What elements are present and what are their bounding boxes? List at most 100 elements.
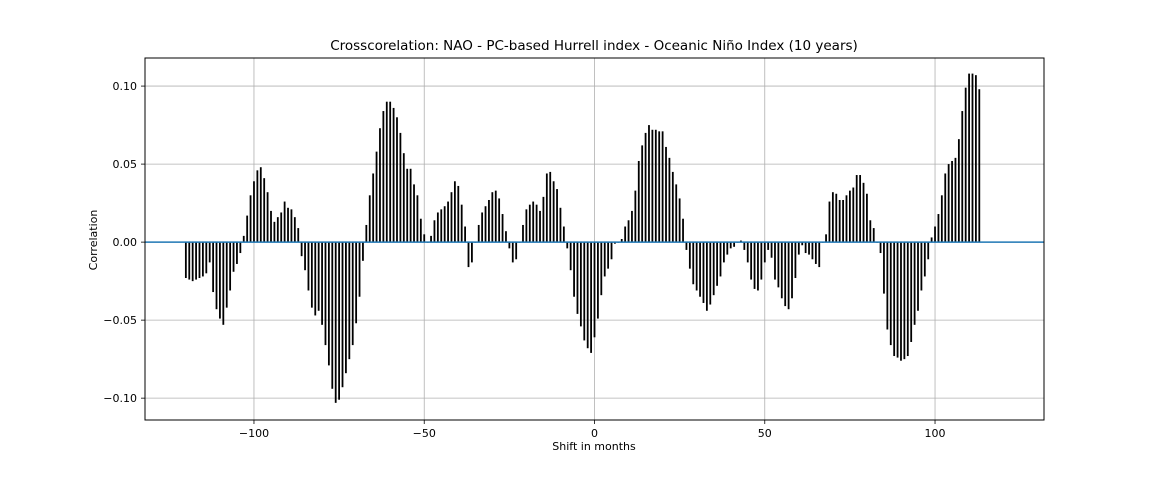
- axis-ticks: −100 −50 0 50 100 −0.10 −0.05 0.00 0.05 0.10: [103, 80, 945, 440]
- correlation-bar: [743, 242, 746, 250]
- correlation-bar: [283, 201, 286, 243]
- correlation-bar: [222, 242, 225, 325]
- correlation-bar: [242, 235, 245, 243]
- correlation-bar: [889, 242, 892, 346]
- x-axis-label: Shift in months: [552, 440, 636, 453]
- correlation-bar: [525, 209, 528, 243]
- x-tick-label: 50: [758, 427, 772, 440]
- correlation-bar: [464, 226, 466, 243]
- correlation-bar: [430, 235, 432, 243]
- correlation-bar: [229, 242, 232, 291]
- correlation-bar: [866, 193, 868, 243]
- correlation-bar: [631, 210, 633, 243]
- correlation-bar: [259, 167, 262, 243]
- correlation-bar: [685, 242, 688, 250]
- correlation-bar: [256, 170, 259, 243]
- correlation-bar: [804, 242, 807, 254]
- correlation-bar: [760, 242, 763, 280]
- correlation-bar: [903, 242, 906, 360]
- correlation-bar: [471, 242, 473, 263]
- correlation-bar: [358, 242, 361, 297]
- correlation-bar: [423, 234, 426, 243]
- correlation-bar: [886, 242, 889, 330]
- correlation-bar: [964, 87, 967, 243]
- correlation-bar: [859, 175, 862, 243]
- correlation-bar: [188, 242, 191, 280]
- x-tick-label: 100: [925, 427, 946, 440]
- correlation-bar: [774, 242, 776, 280]
- correlation-bar: [215, 242, 218, 310]
- correlation-bar: [341, 242, 344, 388]
- correlation-bar: [297, 228, 300, 243]
- correlation-bar: [481, 212, 484, 243]
- correlation-bar: [392, 107, 395, 243]
- correlation-bar: [671, 171, 674, 243]
- correlation-bar: [389, 101, 392, 243]
- correlation-bar: [862, 182, 865, 243]
- correlation-bar: [314, 242, 317, 316]
- correlation-bar: [191, 242, 194, 282]
- correlation-bar: [532, 201, 535, 243]
- correlation-bar: [883, 242, 885, 294]
- correlation-bar: [705, 242, 708, 311]
- correlation-bar: [198, 242, 201, 279]
- correlation-bar: [695, 242, 698, 291]
- correlation-bar: [365, 224, 368, 243]
- correlation-bar: [232, 242, 235, 272]
- correlation-bar: [542, 196, 545, 243]
- correlation-bar: [355, 242, 358, 324]
- correlation-bar: [436, 212, 439, 243]
- correlation-bar: [978, 89, 981, 243]
- correlation-bar: [488, 199, 490, 243]
- correlation-bar: [910, 242, 913, 342]
- correlation-bar: [665, 146, 667, 243]
- x-tick-label: −50: [413, 427, 436, 440]
- correlation-bar: [579, 242, 582, 327]
- correlation-bar: [719, 242, 722, 277]
- correlation-bar: [440, 209, 443, 243]
- correlation-bar: [716, 242, 718, 286]
- correlation-bar: [515, 242, 518, 260]
- correlation-bar: [501, 214, 504, 243]
- correlation-bar: [362, 242, 364, 261]
- correlation-bar: [406, 168, 409, 243]
- y-axis-label: Correlation: [87, 210, 100, 271]
- correlation-bar: [879, 242, 882, 254]
- correlation-bar: [419, 218, 422, 243]
- correlation-bar: [382, 111, 385, 243]
- correlation-bar: [409, 168, 412, 243]
- correlation-bar: [893, 242, 896, 357]
- correlation-bar: [869, 220, 872, 243]
- correlation-bar: [624, 226, 627, 243]
- correlation-bar: [845, 195, 848, 243]
- correlation-bar: [522, 224, 524, 243]
- correlation-bar: [825, 234, 827, 243]
- correlation-bar: [668, 157, 671, 243]
- correlation-bar: [212, 242, 215, 293]
- correlation-bar: [345, 242, 347, 374]
- correlation-bar: [607, 242, 610, 269]
- correlation-bar: [838, 199, 841, 243]
- correlation-bar: [913, 242, 916, 325]
- correlation-bar: [399, 132, 402, 243]
- correlation-bar: [195, 242, 197, 280]
- correlation-bar: [661, 131, 664, 243]
- correlation-bar: [961, 111, 964, 243]
- correlation-bar: [552, 181, 555, 243]
- correlation-bar: [658, 131, 661, 243]
- correlation-bar: [433, 220, 436, 243]
- correlation-bar: [562, 226, 565, 243]
- correlation-bar: [304, 242, 306, 271]
- correlation-bar: [477, 224, 480, 243]
- correlation-bar: [811, 242, 814, 260]
- correlation-bar: [934, 226, 936, 243]
- correlation-bar: [944, 173, 947, 243]
- correlation-bar: [327, 242, 330, 366]
- correlation-bar: [413, 184, 415, 243]
- correlation-bar: [290, 209, 293, 243]
- correlation-bar: [780, 242, 783, 299]
- correlation-bar: [682, 218, 684, 243]
- correlation-bar: [842, 199, 844, 243]
- correlation-bar: [814, 242, 817, 264]
